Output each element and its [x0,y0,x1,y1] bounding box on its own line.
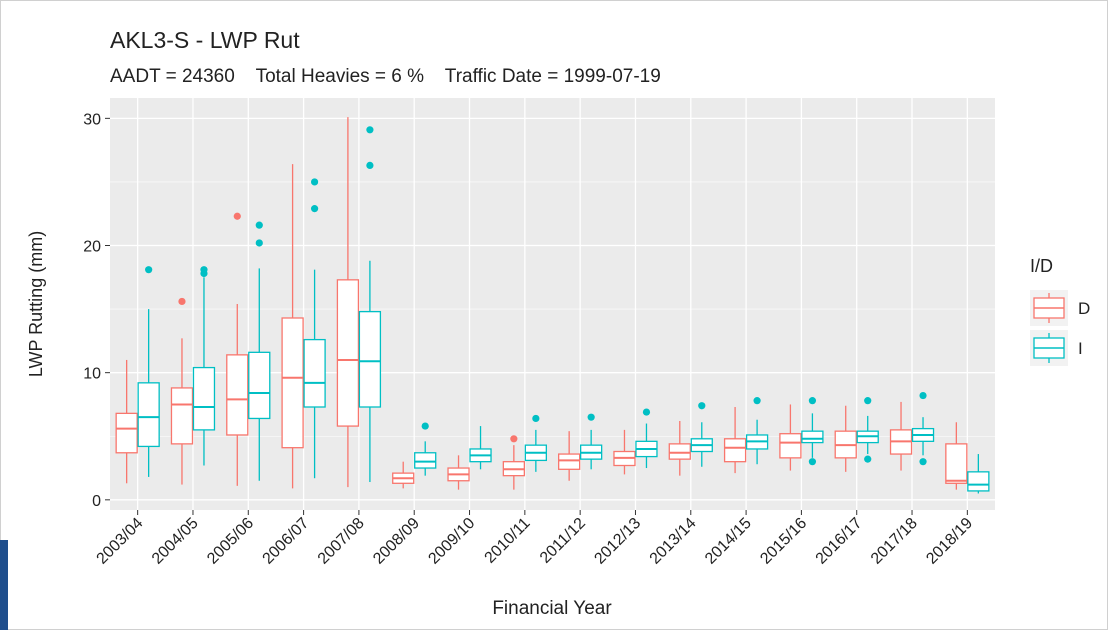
outlier [532,414,540,423]
y-tick-label: 10 [83,366,101,383]
chart-subtitle: AADT = 24360 Total Heavies = 6 % Traffic… [110,66,661,87]
box [414,422,437,476]
plot-panel [110,98,995,510]
box [911,391,935,466]
box [115,359,138,484]
box [524,414,547,472]
y-tick-label: 0 [92,493,101,510]
box [723,407,747,474]
box [779,404,802,471]
box-body [668,443,691,460]
box [192,266,216,466]
outlier [587,413,595,421]
box-body [801,430,824,444]
outlier [200,266,208,274]
outlier [145,266,153,274]
box-body [137,382,160,448]
box [248,221,271,481]
box-body [170,387,194,445]
x-axis-label: Financial Year [492,598,612,619]
outlier [642,408,651,416]
box-body [358,310,382,408]
y-tick-label: 20 [83,239,101,256]
box-body [281,317,304,449]
outlier [178,297,186,306]
y-axis-label: LWP Rutting (mm) [26,231,46,377]
outlier [255,221,263,229]
outlier [421,422,429,430]
box [469,426,492,470]
box [392,461,415,489]
outlier [366,161,374,169]
outlier [510,435,518,443]
outlier [310,178,319,186]
outlier [753,397,761,405]
box-body [414,452,437,469]
box [690,402,713,467]
box [226,212,249,486]
legend-label: D [1078,299,1090,318]
outlier [310,205,319,213]
box [967,454,990,494]
y-tick-label: 30 [83,111,101,128]
outlier [919,458,927,466]
box-body [226,354,249,436]
side-fragment [0,540,8,630]
box-body [558,453,581,470]
outlier [255,239,263,247]
box [137,266,160,477]
box [945,422,968,490]
box [502,435,525,490]
outlier [233,212,241,220]
outlier [919,391,927,400]
box [668,420,691,476]
box [447,455,470,490]
box [303,178,326,479]
box [558,431,581,481]
box-body [945,443,968,484]
outlier [698,402,706,410]
outlier [864,397,872,405]
box [834,405,857,472]
outlier [366,126,374,134]
box [580,413,603,470]
legend-label: I [1078,339,1083,358]
box-body [115,412,138,454]
box [745,397,769,465]
box [889,401,913,471]
box-body [336,279,360,427]
outlier [808,397,817,405]
box-body [248,351,271,420]
box-body [192,366,216,431]
box [336,117,360,488]
box [358,126,382,483]
box-body [723,438,747,463]
box-body [779,433,802,459]
box [801,397,824,466]
outlier [864,455,872,463]
box-body [967,471,990,492]
legend-title: I/D [1030,256,1053,276]
box [170,297,194,485]
outlier [808,458,817,466]
box [613,429,636,475]
box-body [303,338,326,408]
chart-title: AKL3-S - LWP Rut [110,27,300,53]
box [281,164,304,489]
box [856,397,879,463]
box [635,408,658,469]
